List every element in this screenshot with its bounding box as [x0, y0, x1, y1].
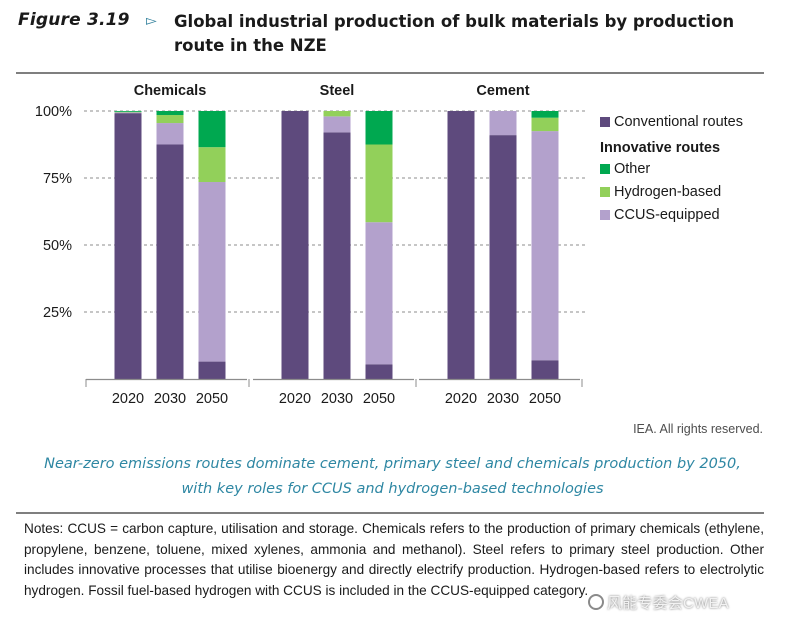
bar-segment: [156, 144, 184, 379]
credit-line: IEA. All rights reserved.: [633, 422, 763, 436]
bar-segment: [531, 360, 559, 379]
bar-segment: [365, 144, 393, 223]
legend-label: CCUS-equipped: [614, 207, 720, 223]
x-tick-label: 2050: [363, 391, 395, 407]
y-tick-label: 100%: [35, 104, 72, 120]
bar-segment: [365, 222, 393, 365]
bar-segment: [531, 131, 559, 361]
figure-label: Figure 3.19: [18, 10, 130, 30]
bar-segment: [156, 115, 184, 124]
legend-swatch: [600, 117, 610, 127]
legend-swatch: [600, 210, 610, 220]
legend-swatch: [600, 164, 610, 174]
bar-segment: [365, 364, 393, 379]
bar-segment: [447, 111, 475, 379]
bar-segment: [323, 132, 351, 379]
group-title: Chemicals: [134, 83, 207, 99]
figure-caption: Near-zero emissions routes dominate ceme…: [44, 456, 741, 497]
figure-title: Global industrial production of bulk mat…: [174, 12, 735, 55]
bar-segment: [156, 111, 184, 116]
bar-segment: [156, 123, 184, 145]
legend-label: Hydrogen-based: [614, 184, 722, 200]
bar-segment: [281, 111, 309, 379]
bottom-rule: [16, 512, 764, 514]
x-tick-label: 2030: [321, 391, 353, 407]
bar-segment: [198, 182, 226, 362]
bar-segment: [489, 111, 517, 136]
figure-notes: Notes: CCUS = carbon capture, utilisatio…: [24, 521, 764, 598]
x-tick-label: 2030: [487, 391, 519, 407]
legend-label: Other: [614, 161, 651, 177]
bar-segment: [489, 135, 517, 379]
x-tick-label: 2020: [279, 391, 311, 407]
top-rule: [16, 72, 764, 74]
watermark: 风能专委会CWEA: [588, 592, 729, 613]
bar-segment: [114, 113, 142, 380]
group-title: Steel: [320, 83, 355, 99]
y-tick-label: 25%: [43, 305, 72, 321]
y-tick-label: 50%: [43, 238, 72, 254]
y-tick-label: 75%: [43, 171, 72, 187]
legend-item: Hydrogen-based: [600, 182, 743, 205]
watermark-text: 风能专委会CWEA: [607, 595, 729, 612]
bar-segment: [323, 116, 351, 133]
bar-segment: [531, 111, 559, 118]
legend-heading: Innovative routes: [600, 140, 721, 156]
x-tick-label: 2030: [154, 391, 186, 407]
legend-label: Conventional routes: [614, 114, 743, 130]
bar-segment: [114, 111, 142, 112]
bar-segment: [198, 111, 226, 148]
legend-item: Conventional routes: [600, 112, 743, 135]
x-tick-label: 2050: [529, 391, 561, 407]
legend-item: CCUS-equipped: [600, 205, 743, 228]
legend-swatch: [600, 187, 610, 197]
x-tick-label: 2020: [112, 391, 144, 407]
stacked-bar-chart: 25% 50% 75% 100% Chemicals 2020 2030 2050 Steel 2…: [35, 83, 586, 407]
x-tick-label: 2020: [445, 391, 477, 407]
legend-item: Other: [600, 159, 743, 182]
wechat-icon: [588, 594, 604, 610]
bar-segment: [198, 147, 226, 183]
figure-arrow-icon: ▻: [146, 12, 157, 28]
chart-legend: Conventional routes Innovative routes Othe…: [600, 112, 743, 228]
bar-segment: [531, 117, 559, 132]
group-title: Cement: [476, 83, 529, 99]
bar-segment: [114, 111, 142, 113]
bar-segment: [198, 361, 226, 379]
x-tick-label: 2050: [196, 391, 228, 407]
bar-segment: [323, 111, 351, 117]
bar-segment: [365, 111, 393, 145]
bar-segment: [114, 112, 142, 114]
